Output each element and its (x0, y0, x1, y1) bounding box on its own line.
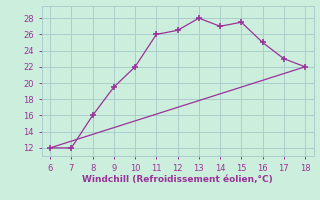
X-axis label: Windchill (Refroidissement éolien,°C): Windchill (Refroidissement éolien,°C) (82, 175, 273, 184)
